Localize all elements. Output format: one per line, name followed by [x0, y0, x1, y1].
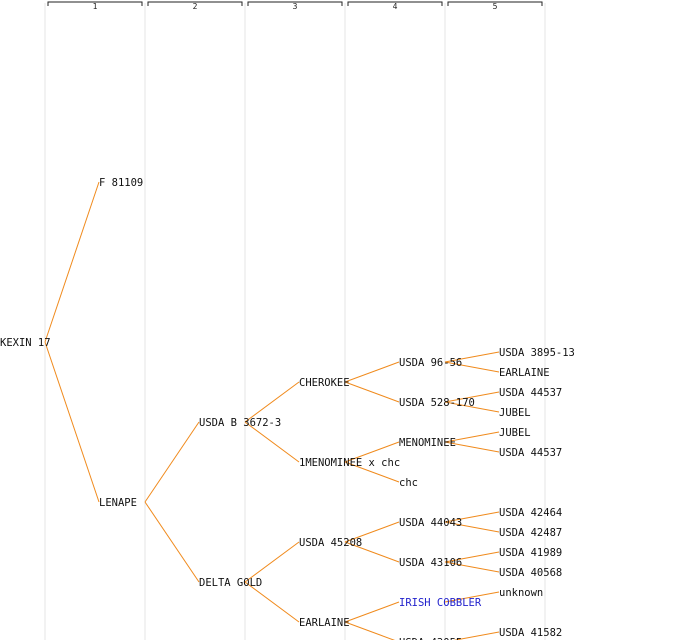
pedigree-node-earlaine: EARLAINE — [499, 367, 550, 379]
generation-bracket-3 — [247, 1, 343, 6]
pedigree-edge — [444, 391, 500, 403]
pedigree-node-usda-40568: USDA 40568 — [499, 567, 562, 579]
generation-bracket-5 — [447, 1, 543, 6]
generation-number-1: 1 — [93, 2, 98, 11]
pedigree-edge — [444, 401, 500, 413]
pedigree-node-unknown: unknown — [499, 587, 543, 599]
pedigree-node-cherokee: CHEROKEE — [299, 377, 350, 389]
pedigree-node-usda-42464: USDA 42464 — [499, 507, 562, 519]
pedigree-node-usda-44537: USDA 44537 — [499, 447, 562, 459]
pedigree-node-jubel: JUBEL — [499, 427, 531, 439]
pedigree-node-jubel: JUBEL — [499, 407, 531, 419]
pedigree-node-usda-96-56: USDA 96-56 — [399, 357, 462, 369]
generation-bracket-2 — [147, 1, 243, 6]
pedigree-edge — [444, 521, 500, 533]
pedigree-edge — [444, 561, 500, 573]
pedigree-edge — [344, 521, 400, 543]
pedigree-edge — [44, 181, 100, 343]
pedigree-edge — [444, 511, 500, 523]
pedigree-node-irish-cobbler[interactable]: IRISH COBBLER — [399, 597, 482, 609]
pedigree-edge — [344, 621, 396, 640]
pedigree-node-usda-43055: USDA 43055 — [399, 637, 462, 640]
pedigree-edge — [344, 381, 400, 403]
pedigree-edge — [244, 381, 300, 423]
pedigree-node-usda-43106: USDA 43106 — [399, 557, 462, 569]
pedigree-node-f-81109: F 81109 — [99, 177, 143, 189]
generation-bracket-1 — [47, 1, 143, 6]
pedigree-labels: F 81109 USDA 3895-13 EARLAINE USDA 96-56 USD… — [0, 177, 575, 640]
pedigree-node-usda-b-3672-3: USDA B 3672-3 — [199, 417, 281, 429]
pedigree-node-chc: chc — [399, 477, 418, 489]
pedigree-edge — [244, 421, 300, 463]
pedigree-edges — [44, 181, 500, 640]
pedigree-node-usda-41989: USDA 41989 — [499, 547, 562, 559]
pedigree-edge — [344, 441, 400, 463]
generation-header: 1 2 3 4 5 — [47, 1, 543, 11]
generation-number-2: 2 — [193, 2, 198, 11]
pedigree-edge — [444, 351, 500, 363]
pedigree-node-usda-528-170: USDA 528-170 — [399, 397, 475, 409]
pedigree-edge — [244, 541, 300, 583]
pedigree-edge — [344, 361, 400, 383]
pedigree-edge — [444, 431, 500, 443]
pedigree-node-usda-45208: USDA 45208 — [299, 537, 362, 549]
pedigree-edge — [244, 581, 300, 623]
pedigree-node-usda-44043: USDA 44043 — [399, 517, 462, 529]
pedigree-node-1menominee-x-chc: 1MENOMINEE x chc — [299, 457, 400, 469]
pedigree-node-kexin-17: KEXIN 17 — [0, 337, 51, 349]
pedigree-node-usda-44537: USDA 44537 — [499, 387, 562, 399]
generation-number-5: 5 — [493, 2, 498, 11]
pedigree-node-menominee: MENOMINEE — [399, 437, 456, 449]
pedigree-node-usda-42487: USDA 42487 — [499, 527, 562, 539]
pedigree-node-usda-41582: USDA 41582 — [499, 627, 562, 639]
pedigree-edge — [444, 551, 500, 563]
pedigree-edge — [144, 501, 200, 583]
pedigree-edge — [444, 441, 500, 453]
pedigree-edge — [144, 421, 200, 503]
pedigree-edge — [444, 361, 500, 373]
pedigree-edge — [44, 341, 100, 503]
pedigree-edge — [344, 601, 400, 623]
pedigree-edge — [344, 461, 400, 483]
pedigree-edge — [453, 631, 500, 640]
generation-bracket-4 — [347, 1, 443, 6]
generation-columns — [44, 3, 546, 640]
pedigree-node-lenape: LENAPE — [99, 497, 137, 509]
generation-number-3: 3 — [293, 2, 298, 11]
pedigree-node-usda-3895-13: USDA 3895-13 — [499, 347, 575, 359]
pedigree-edge — [344, 541, 400, 563]
pedigree-node-delta-gold: DELTA GOLD — [199, 577, 262, 589]
pedigree-node-earlaine: EARLAINE — [299, 617, 350, 629]
pedigree-edge — [444, 591, 500, 603]
generation-number-4: 4 — [393, 2, 398, 11]
